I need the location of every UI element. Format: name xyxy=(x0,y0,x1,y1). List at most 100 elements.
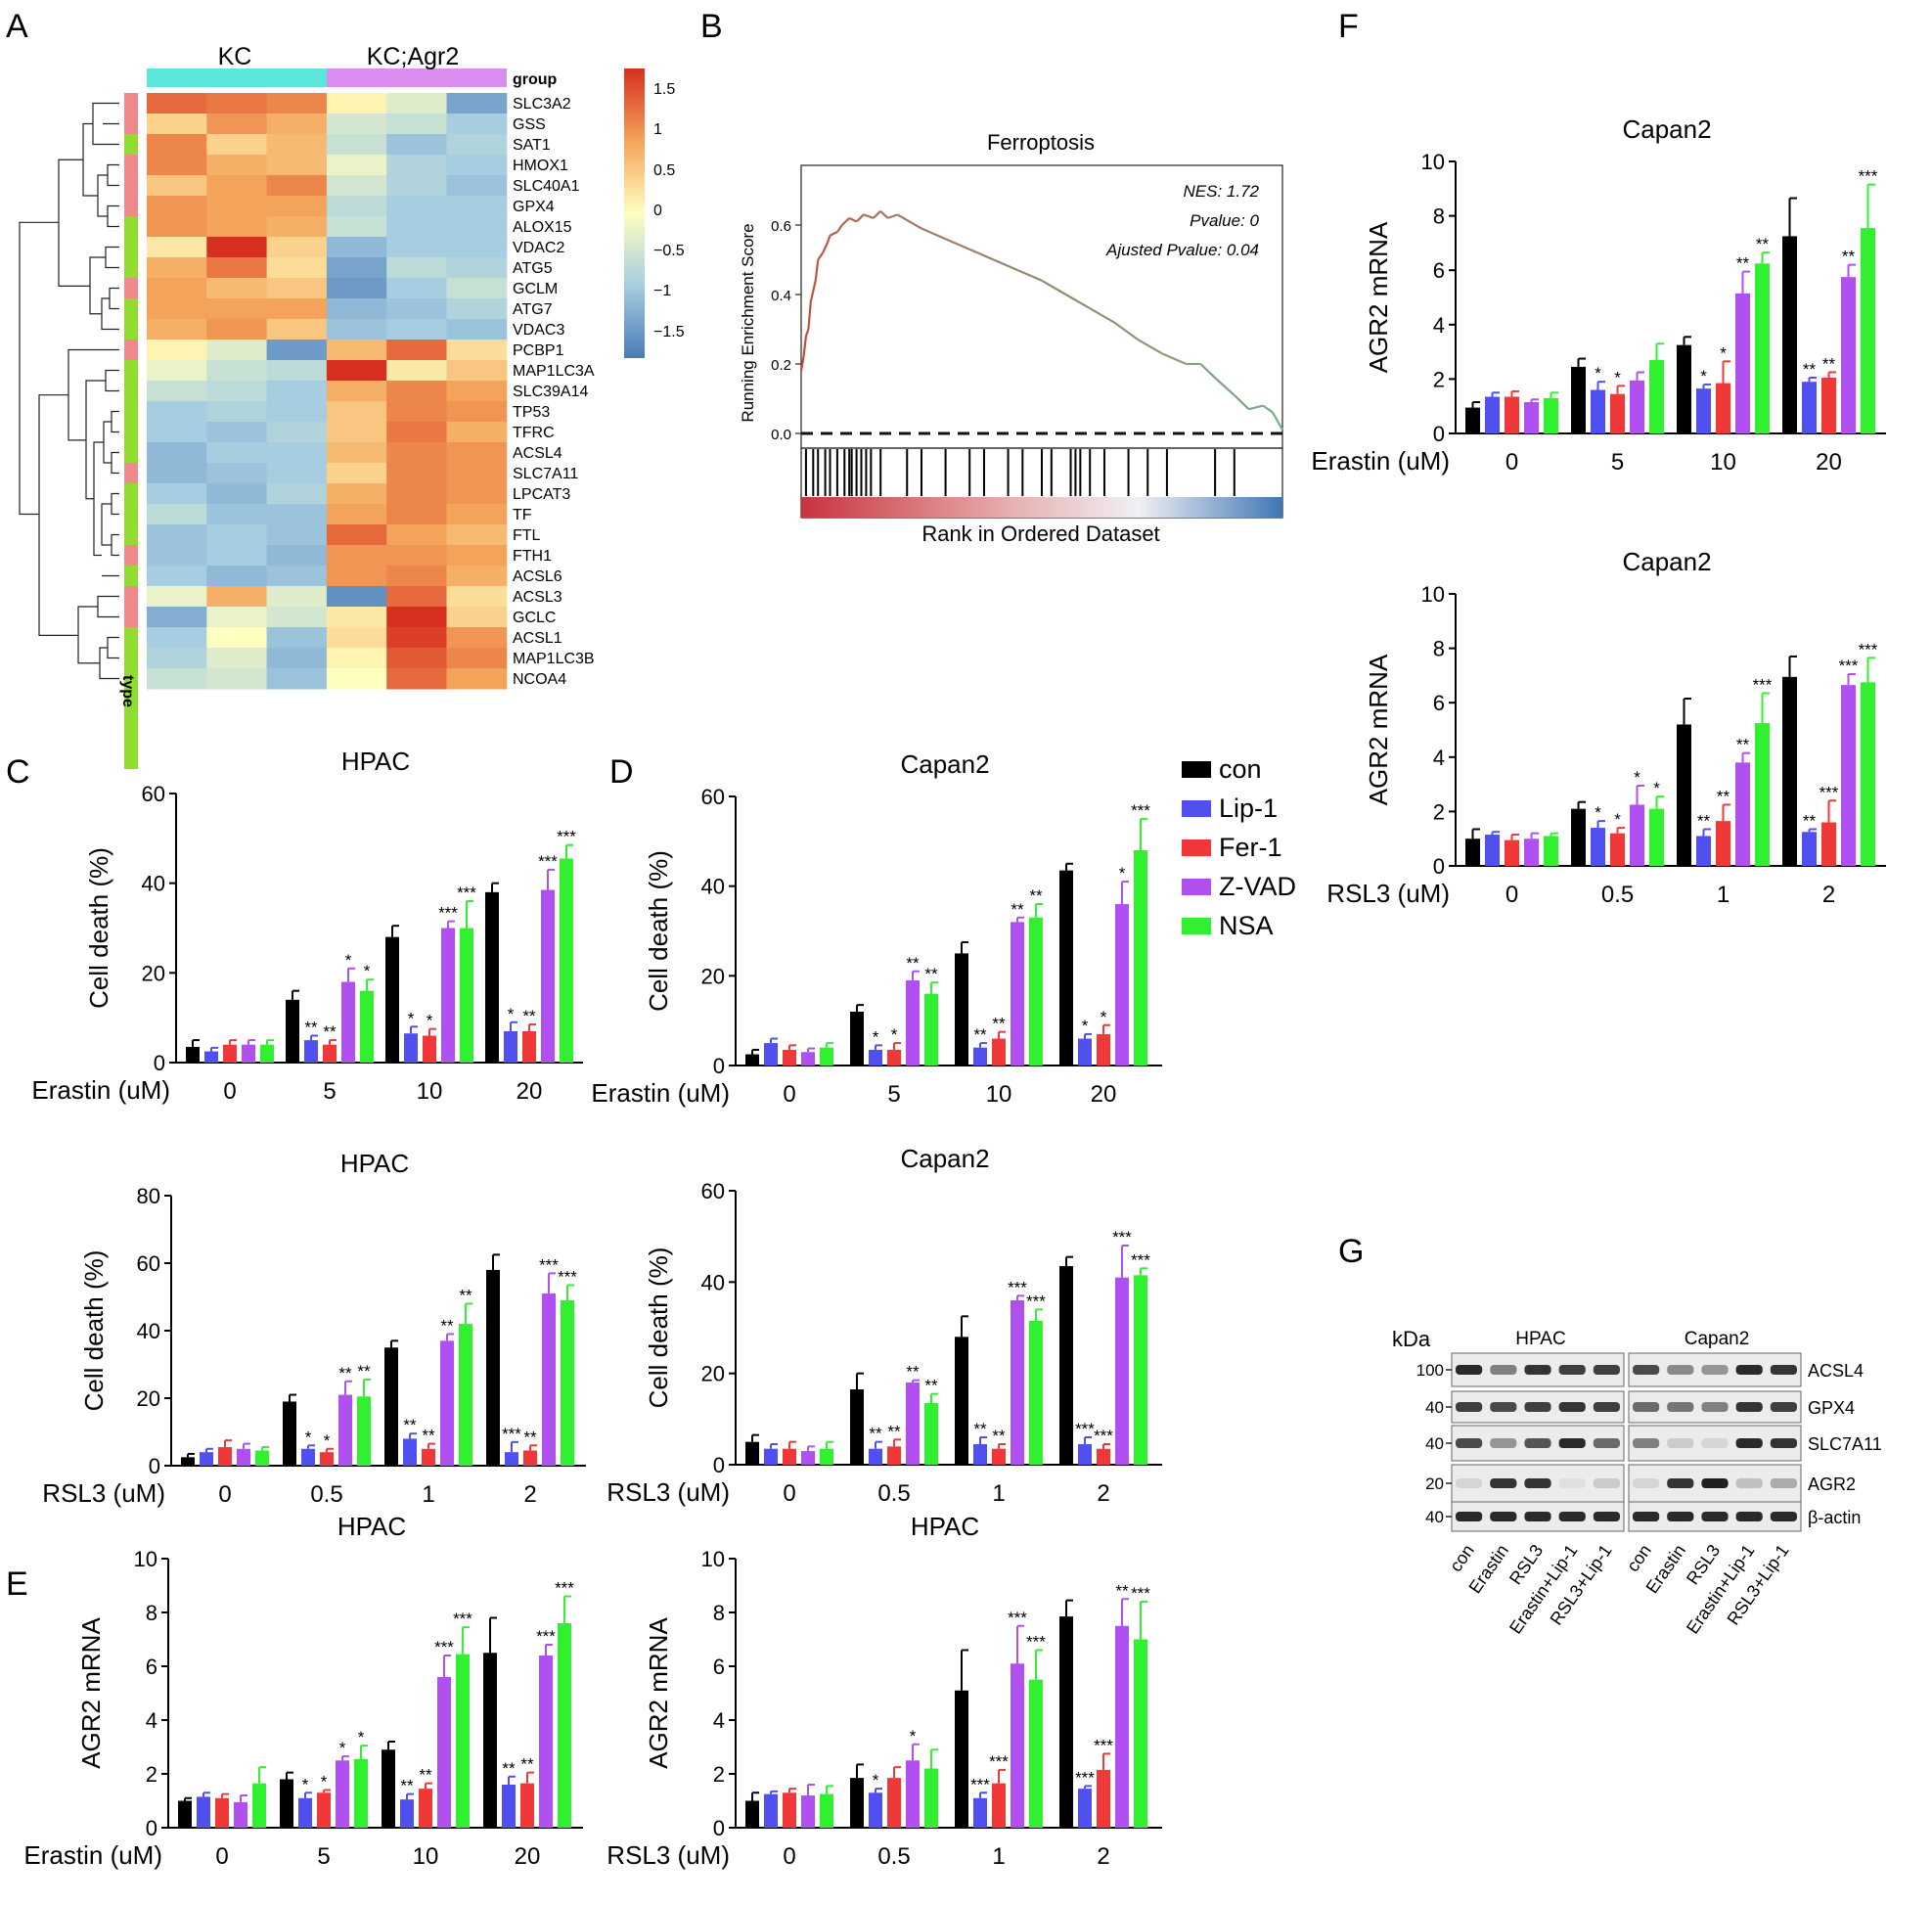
significance-stars: * xyxy=(339,1739,346,1757)
y-tick-label: 0 xyxy=(713,1816,725,1840)
significance-stars: ** xyxy=(887,1422,901,1440)
gsea-curve-segment xyxy=(827,235,831,244)
significance-stars: * xyxy=(910,1727,917,1746)
wb-band xyxy=(1701,1438,1729,1448)
bar-nsa xyxy=(459,1324,472,1466)
significance-stars: *** xyxy=(1008,1278,1027,1296)
type-bar-cell xyxy=(124,340,138,360)
bar-fer-1 xyxy=(323,1044,337,1063)
bar-con xyxy=(1782,676,1797,866)
heatmap-cell xyxy=(446,648,508,669)
y-tick-label: 4 xyxy=(713,1708,725,1733)
gene-label-slc40a1: SLC40A1 xyxy=(513,178,580,195)
bar-z-vad xyxy=(234,1801,247,1828)
bar-nsa xyxy=(260,1044,274,1063)
y-tick-label: 8 xyxy=(713,1601,725,1625)
heatmap-cell xyxy=(206,175,268,197)
type-bar-cell xyxy=(124,463,138,483)
category-label: 1 xyxy=(422,1481,434,1508)
category-label: 20 xyxy=(515,1843,541,1870)
heatmap-cell xyxy=(266,566,328,587)
bar-z-vad xyxy=(906,1760,920,1828)
wb-protein-acsl4: ACSL4 xyxy=(1808,1361,1864,1381)
y-tick-label: 20 xyxy=(701,1362,725,1386)
wb-band xyxy=(1456,1365,1483,1375)
wb-kda-label: kDa xyxy=(1392,1327,1431,1351)
type-bar-cell xyxy=(124,216,138,237)
gene-label-gclm: GCLM xyxy=(513,281,558,297)
gsea-rank-bar xyxy=(801,497,1282,518)
wb-band xyxy=(1735,1402,1763,1412)
wb-band xyxy=(1558,1512,1586,1521)
significance-stars: ** xyxy=(523,1428,537,1446)
y-tick-label: 10 xyxy=(1421,150,1445,174)
gsea-curve-segment xyxy=(873,210,881,219)
significance-stars: ** xyxy=(1029,886,1043,905)
heatmap-cell xyxy=(326,607,387,628)
significance-stars: * xyxy=(427,1012,433,1030)
chart-title: HPAC xyxy=(340,1149,409,1178)
bar-z-vad xyxy=(801,1795,815,1828)
heatmap-cell xyxy=(206,524,268,546)
gsea-curve-segment xyxy=(841,217,850,226)
dendrogram-branch xyxy=(101,297,119,331)
wb-band xyxy=(1593,1438,1620,1448)
type-bar-cell xyxy=(124,237,138,257)
type-title: type xyxy=(119,675,136,707)
group-label-kc: KC xyxy=(218,43,252,70)
significance-stars: ** xyxy=(1736,736,1750,754)
group-title: group xyxy=(513,71,558,88)
bar-con xyxy=(1677,724,1691,866)
gsea-curve-segment xyxy=(1065,294,1091,310)
wb-band xyxy=(1490,1402,1517,1412)
bar-lip-1 xyxy=(400,1799,414,1828)
heatmap-cell xyxy=(266,401,328,423)
bar-lip-1 xyxy=(197,1796,210,1828)
bar-lip-1 xyxy=(504,1030,517,1063)
significance-stars: *** xyxy=(538,852,558,871)
bar-con xyxy=(178,1800,192,1828)
bar-nsa xyxy=(924,993,938,1066)
chart-title: HPAC xyxy=(911,1512,979,1541)
bar-fer-1 xyxy=(887,1049,901,1066)
chart-title: Capan2 xyxy=(900,749,989,779)
heatmap-cell xyxy=(206,340,268,361)
bar-z-vad xyxy=(801,1451,815,1465)
wb-band xyxy=(1770,1512,1797,1521)
heatmap-cell xyxy=(446,401,508,423)
bar-fer-1 xyxy=(1821,378,1836,433)
legend-swatch-con xyxy=(1182,761,1211,778)
significance-stars: *** xyxy=(1026,1292,1046,1310)
treatment-label: RSL3 (uM) xyxy=(607,1477,730,1507)
heatmap-cell xyxy=(206,463,268,484)
type-bar-cell xyxy=(124,524,138,545)
heatmap-cell xyxy=(147,586,207,608)
type-bar-cell xyxy=(124,607,138,627)
category-label: 2 xyxy=(1097,1843,1109,1870)
heatmap-cell xyxy=(147,237,207,258)
bar-fer-1 xyxy=(1097,1769,1110,1828)
heatmap-dendrogram xyxy=(19,102,119,680)
legend-swatch-nsa xyxy=(1182,918,1211,934)
bar-z-vad xyxy=(906,979,920,1066)
heatmap-cell xyxy=(386,524,447,546)
significance-stars: ** xyxy=(304,1019,318,1037)
wb-band xyxy=(1456,1438,1483,1448)
heatmap-cell xyxy=(386,483,447,505)
treatment-label: Erastin (uM) xyxy=(591,1078,730,1108)
category-label: 10 xyxy=(986,1081,1012,1108)
heatmap-cell xyxy=(147,381,207,402)
significance-stars: ** xyxy=(1822,354,1836,373)
heatmap-cell xyxy=(266,298,328,320)
heatmap-cell xyxy=(206,360,268,382)
y-axis-label: Cell death (%) xyxy=(644,850,673,1012)
bar-nsa xyxy=(1649,808,1664,866)
bar-fer-1 xyxy=(223,1044,237,1063)
bar-con xyxy=(186,1046,200,1063)
type-bar-cell xyxy=(124,134,138,155)
bar-lip-1 xyxy=(404,1033,418,1063)
gsea-stat-nes: NES: 1.72 xyxy=(1184,182,1260,201)
significance-stars: ** xyxy=(869,1425,882,1443)
dendrogram-branch xyxy=(103,421,112,464)
heatmap-cell xyxy=(266,319,328,340)
